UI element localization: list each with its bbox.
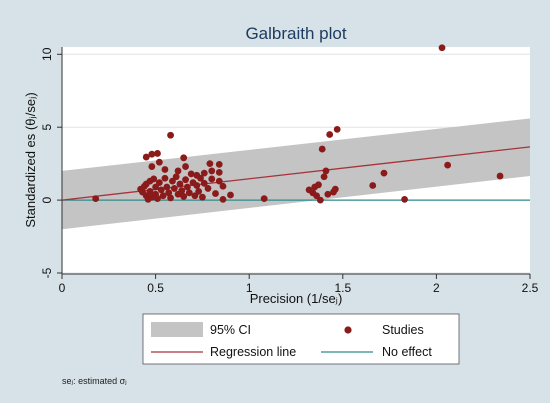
x-tick-label-2: 1 xyxy=(246,281,253,295)
study-point-77 xyxy=(369,182,377,189)
x-tick-label-1: 0.5 xyxy=(147,281,164,295)
study-point-27 xyxy=(180,193,188,200)
study-point-39 xyxy=(204,185,212,192)
footnote: seⱼ: estimated σⱼ xyxy=(62,376,127,386)
study-point-50 xyxy=(193,171,201,179)
study-point-23 xyxy=(172,173,180,181)
x-axis-ticks: 0 0.5 1 1.5 2 2.5 xyxy=(59,274,539,295)
y-axis-label: Standardized es (θⱼ/seⱼ) xyxy=(23,92,38,227)
study-point-38 xyxy=(200,179,208,187)
study-point-14 xyxy=(155,179,163,187)
x-tick-label-4: 2 xyxy=(433,281,440,295)
study-point-48 xyxy=(174,167,182,175)
study-point-29 xyxy=(184,183,191,191)
y-tick-label-1: 0 xyxy=(40,196,54,203)
study-point-67 xyxy=(315,181,322,189)
study-point-60 xyxy=(206,160,214,168)
study-point-40 xyxy=(208,175,216,183)
study-point-45 xyxy=(148,163,156,170)
study-point-74 xyxy=(318,145,326,153)
study-point-13 xyxy=(154,195,161,203)
x-tick-label-3: 1.5 xyxy=(334,281,351,295)
study-point-55 xyxy=(142,153,150,161)
study-point-49 xyxy=(182,163,189,170)
study-point-68 xyxy=(316,196,324,204)
study-point-17 xyxy=(161,174,169,182)
study-point-35 xyxy=(195,187,203,195)
study-point-19 xyxy=(165,189,173,197)
study-point-59 xyxy=(180,154,188,162)
study-point-79 xyxy=(401,195,408,203)
chart-title: Galbraith plot xyxy=(245,24,346,43)
study-point-42 xyxy=(215,168,223,176)
legend-studies-label: Studies xyxy=(382,323,424,337)
study-point-34 xyxy=(193,182,201,189)
study-points xyxy=(92,44,504,204)
study-point-15 xyxy=(157,186,165,194)
x-tick-label-0: 0 xyxy=(59,281,66,295)
legend-studies-marker xyxy=(344,326,352,334)
legend-no-effect-label: No effect xyxy=(382,345,432,359)
study-point-75 xyxy=(326,131,334,138)
study-point-8 xyxy=(146,187,154,195)
study-point-78 xyxy=(380,169,388,177)
study-point-31 xyxy=(187,170,195,178)
y-tick-label-3: 10 xyxy=(40,47,54,61)
study-point-58 xyxy=(167,131,174,139)
study-point-47 xyxy=(161,166,169,173)
y-axis-ticks: -5 0 5 10 xyxy=(40,47,62,278)
study-point-52 xyxy=(208,167,216,175)
study-point-26 xyxy=(178,187,186,195)
study-point-18 xyxy=(163,183,171,191)
study-point-30 xyxy=(185,189,193,197)
legend: 95% CI Studies Regression line No effect xyxy=(142,313,460,365)
x-axis-label: Precision (1/seⱼ) xyxy=(250,291,343,306)
study-point-71 xyxy=(324,190,332,198)
study-point-37 xyxy=(199,193,206,201)
study-point-54 xyxy=(219,195,227,203)
study-point-44 xyxy=(227,191,234,199)
legend-regression-label: Regression line xyxy=(210,345,296,359)
x-tick-label-5: 2.5 xyxy=(522,281,539,295)
study-point-53 xyxy=(215,177,223,185)
study-point-69 xyxy=(320,173,328,181)
study-point-82 xyxy=(496,172,504,180)
study-point-62 xyxy=(260,195,268,203)
study-point-57 xyxy=(154,150,161,157)
y-tick-label-2: 5 xyxy=(40,124,54,131)
study-point-10 xyxy=(150,175,158,183)
y-tick-label-0: -5 xyxy=(40,267,54,278)
study-point-51 xyxy=(200,169,208,177)
study-point-0 xyxy=(92,195,100,203)
legend-ci-label: 95% CI xyxy=(210,323,251,337)
study-point-41 xyxy=(212,190,219,197)
study-point-20 xyxy=(167,194,174,202)
study-point-46 xyxy=(155,158,163,166)
study-point-56 xyxy=(148,150,156,158)
study-point-61 xyxy=(215,160,223,168)
study-point-28 xyxy=(182,176,189,184)
study-point-76 xyxy=(333,125,341,133)
study-point-25 xyxy=(176,180,184,188)
study-point-80 xyxy=(438,44,446,52)
study-point-43 xyxy=(219,182,227,190)
study-point-16 xyxy=(159,192,167,200)
study-point-81 xyxy=(444,161,452,169)
study-point-73 xyxy=(331,185,339,193)
study-point-70 xyxy=(322,167,330,175)
legend-ci-swatch xyxy=(151,322,203,337)
study-point-22 xyxy=(170,185,178,192)
